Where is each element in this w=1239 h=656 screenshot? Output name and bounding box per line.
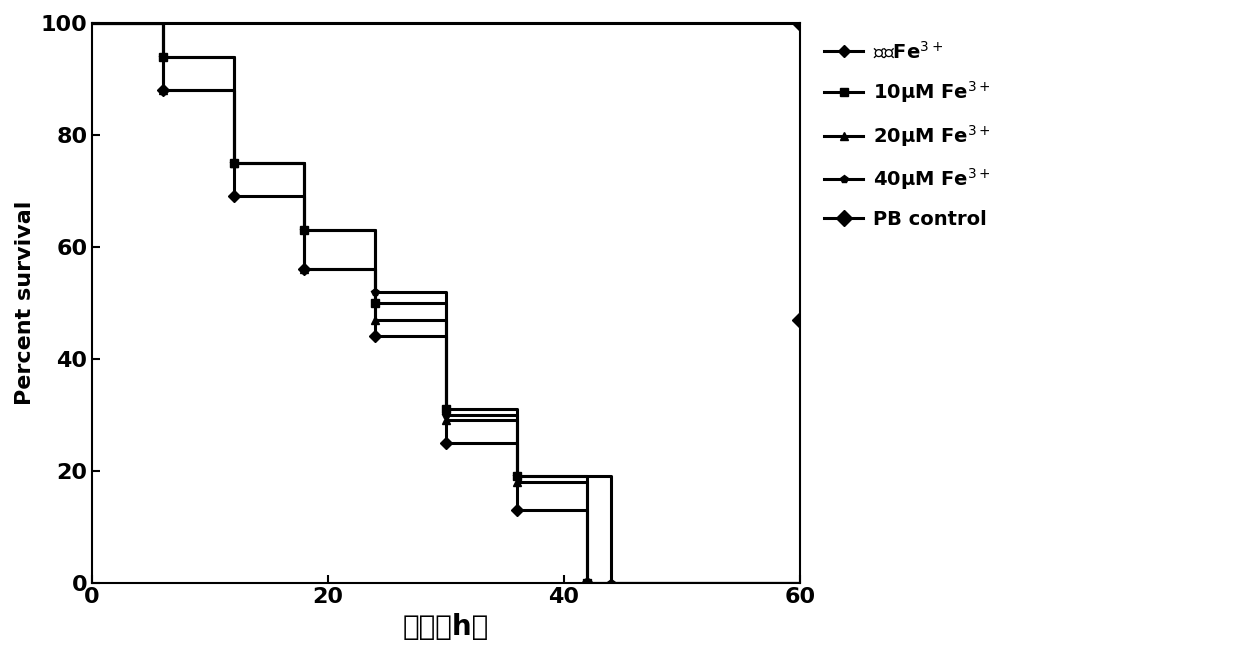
X-axis label: 时间（h）: 时间（h） <box>403 613 489 641</box>
Y-axis label: Percent survival: Percent survival <box>15 201 35 405</box>
Legend: 不含Fe$^{3+}$, 10μM Fe$^{3+}$, 20μM Fe$^{3+}$, 40μM Fe$^{3+}$, PB control: 不含Fe$^{3+}$, 10μM Fe$^{3+}$, 20μM Fe$^{3… <box>817 33 999 237</box>
